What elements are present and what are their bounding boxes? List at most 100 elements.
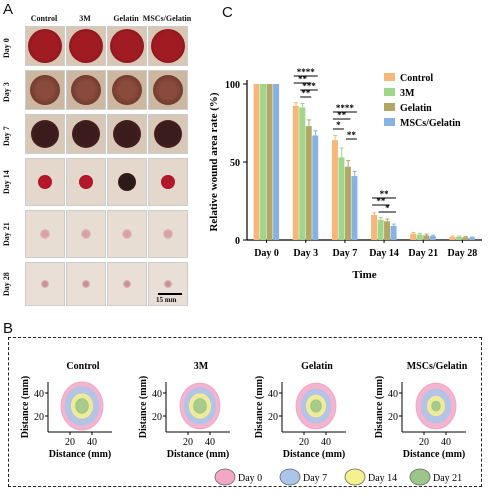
wound-photo [148,26,188,66]
trace-y-tick-label: 40 [34,389,44,400]
wound-photo [148,114,188,154]
trace-x-axis-label: Distance (mm) [283,449,345,460]
wound-area [69,29,103,63]
bar [384,221,391,240]
wound-contour [75,398,89,414]
scale-bar-label: 15 mm [156,296,177,304]
bar [455,236,462,240]
legend-label: 3M [400,88,415,99]
legend-circle [409,468,431,486]
panel-c-letter: C [222,4,233,21]
row-label: Day 28 [2,272,11,296]
x-tick-label: Day 3 [293,248,318,259]
bar [331,140,338,240]
wound-photo [66,262,106,306]
row-label: Day 14 [2,170,11,194]
wound-photo [107,210,147,258]
wound-area [79,175,93,189]
trace-x-tick-label: 40 [321,437,331,448]
legend-label: Day 0 [238,473,262,484]
significance-label: ** [376,196,386,206]
x-tick-label: Day 21 [408,248,438,259]
panel-b: B Control 40 20 20 40 Distance (mm) Distance (… [0,320,490,495]
significance-label: ** [298,74,308,84]
wound-area [28,29,62,63]
trace-y-tick-label: 20 [388,412,398,423]
bar [253,84,260,240]
x-tick-label: Day 28 [448,248,478,259]
wound-photo [107,158,147,206]
legend-label: MSCs/Gelatin [400,118,461,129]
column-title: Gelatin [113,14,139,23]
legend-swatch [384,73,395,81]
trace-x-tick-label: 20 [183,437,193,448]
bar [305,126,312,240]
wound-photo [25,70,65,110]
wound-area [71,75,101,105]
row-label: Day 21 [2,222,11,246]
legend-circle [214,468,236,486]
legend-circle [344,468,366,486]
wound-area [72,120,100,148]
trace-plot-title: 3M [194,361,209,372]
wound-area [40,229,50,239]
column-title: MSCs/Gelatin [142,14,192,23]
bar [292,105,299,240]
row-label: Day 7 [2,126,11,146]
trace-y-tick-label: 40 [152,389,162,400]
wound-area [153,75,183,105]
trace-y-tick-label: 40 [388,389,398,400]
significance-label: * [385,203,390,213]
wound-area [161,175,175,189]
trace-y-tick-label: 20 [34,412,44,423]
trace-y-tick-label: 20 [268,412,278,423]
wound-area [31,120,59,148]
x-tick-label: Day 7 [333,248,358,259]
wound-area [112,75,142,105]
trace-x-tick-label: 40 [441,437,451,448]
wound-photo [66,26,106,66]
panel-b-frame [8,337,482,487]
bar [344,166,351,240]
bar [338,157,345,240]
wound-area [38,175,52,189]
legend-circle [279,468,301,486]
significance-label: **** [336,103,355,113]
wound-photo [66,114,106,154]
trace-plot-title: Control [66,361,99,372]
legend-label: Gelatin [400,103,432,114]
panel-c: C 0 50 100 Relative wound area rate (%) Time… [192,0,490,312]
wound-photo [25,210,65,258]
trace-x-axis-label: Distance (mm) [403,449,465,460]
bar [371,215,378,240]
bar [429,236,436,240]
bar [351,176,358,240]
legend-label: Day 7 [303,473,327,484]
wound-area [122,229,132,239]
wound-photo [66,70,106,110]
legend-label: Control [400,73,433,84]
wound-photo [25,262,65,306]
y-tick-label: 0 [235,236,240,247]
legend-swatch [384,88,395,96]
wound-area-bar-chart: 0 50 100 Relative wound area rate (%) Time Da… [208,67,482,281]
trace-plot-title: MSCs/Gelatin [407,361,468,372]
bar [260,84,267,240]
wound-photo [148,70,188,110]
wound-photo [25,114,65,154]
trace-x-tick-label: 40 [87,437,97,448]
wound-photo [107,26,147,66]
significance-label: *** [302,81,316,91]
wound-area [30,75,60,105]
legend-label: Day 21 [433,473,462,484]
trace-y-axis-label: Distance (mm) [254,376,265,438]
bar [462,237,469,240]
significance-label: ** [337,110,347,120]
column-title: 3M [79,14,91,23]
wound-area [164,280,172,288]
trace-x-axis-label: Distance (mm) [167,449,229,460]
trace-x-tick-label: 20 [299,437,309,448]
significance-label: ** [380,189,390,199]
significance-label: ** [301,88,311,98]
